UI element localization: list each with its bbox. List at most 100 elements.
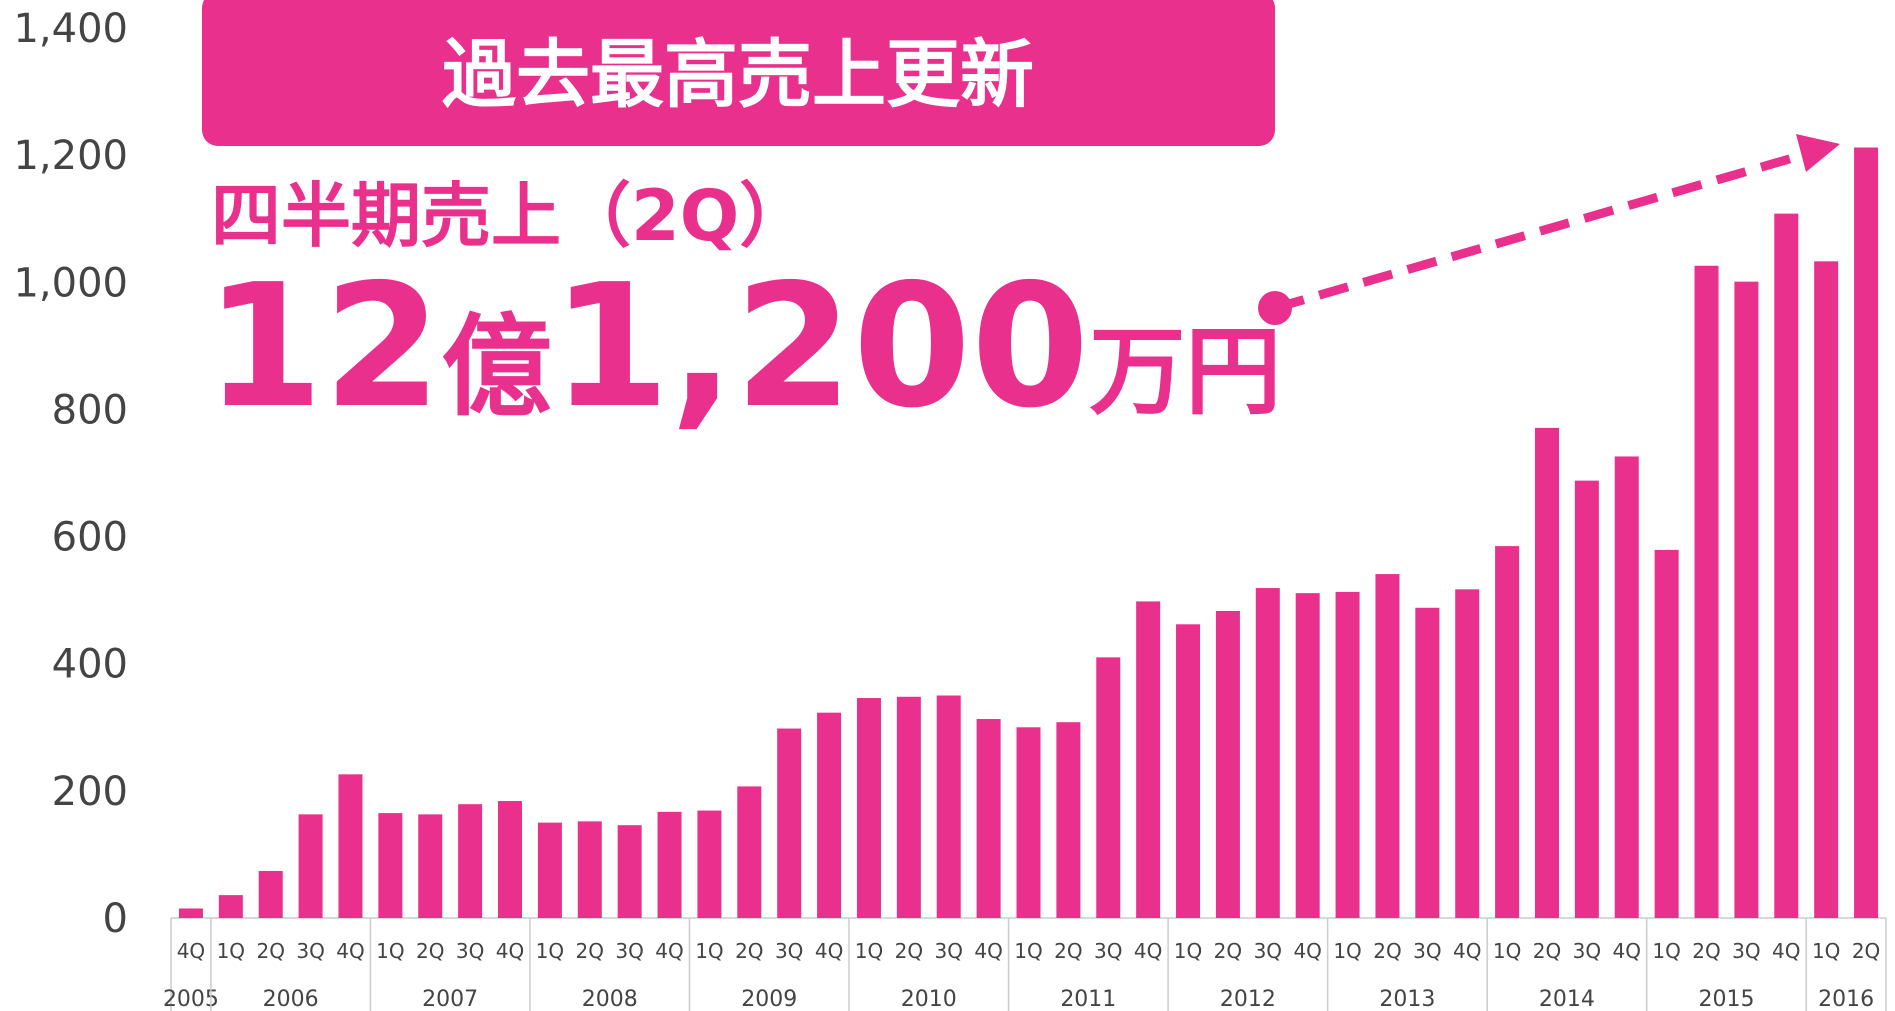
bar <box>498 801 523 918</box>
bar <box>1335 591 1360 918</box>
headline-part: 万円 <box>1089 316 1281 428</box>
bar <box>577 821 602 918</box>
x-tick-label: 1Q <box>217 939 245 963</box>
x-tick-label: 3Q <box>296 939 324 963</box>
bar <box>1574 480 1599 918</box>
bar <box>1654 549 1679 918</box>
x-tick-label: 4Q <box>496 939 524 963</box>
year-label: 2015 <box>1698 987 1754 1011</box>
x-tick-label: 3Q <box>775 939 803 963</box>
headline-part: 12 <box>205 248 442 446</box>
bar <box>1255 588 1280 918</box>
banner-box <box>202 0 1275 146</box>
year-label: 2008 <box>582 987 638 1011</box>
x-tick-label: 1Q <box>1174 939 1202 963</box>
bar <box>657 811 682 918</box>
headline-part: 1,200 <box>552 248 1090 446</box>
headline: 12億1,200万円 <box>205 248 1281 446</box>
x-tick-label: 2Q <box>576 939 604 963</box>
year-label: 2010 <box>901 987 957 1011</box>
y-tick-label: 1,200 <box>13 133 128 179</box>
bar <box>817 712 842 918</box>
bar <box>418 814 443 918</box>
x-tick-label: 4Q <box>1134 939 1162 963</box>
x-tick-label: 4Q <box>1772 939 1800 963</box>
bar <box>697 810 722 918</box>
x-tick-label: 4Q <box>336 939 364 963</box>
x-tick-label: 1Q <box>536 939 564 963</box>
bar <box>1056 722 1081 918</box>
bar <box>338 774 363 918</box>
y-tick-label: 600 <box>52 515 128 561</box>
y-tick-label: 0 <box>103 896 128 942</box>
bar <box>1774 213 1799 919</box>
x-tick-label: 1Q <box>1812 939 1840 963</box>
x-tick-label: 3Q <box>615 939 643 963</box>
year-label: 2005 <box>163 987 219 1011</box>
bar <box>537 822 562 918</box>
x-tick-label: 2Q <box>1692 939 1720 963</box>
bar <box>617 825 642 918</box>
bar <box>1295 593 1320 918</box>
x-tick-label: 3Q <box>1413 939 1441 963</box>
x-tick-label: 2Q <box>1214 939 1242 963</box>
x-tick-label: 4Q <box>974 939 1002 963</box>
y-tick-label: 800 <box>52 387 128 433</box>
arrow-line <box>1273 148 1812 313</box>
bar <box>1694 265 1719 918</box>
bar <box>1016 727 1041 918</box>
x-tick-label: 1Q <box>1014 939 1042 963</box>
x-tick-label: 1Q <box>376 939 404 963</box>
banner: 過去最高売上更新 <box>442 32 1034 118</box>
bar <box>458 804 483 918</box>
x-tick-label: 4Q <box>177 939 205 963</box>
bar <box>1375 574 1400 918</box>
bar <box>298 814 323 918</box>
year-label: 2016 <box>1818 987 1874 1011</box>
x-tick-label: 2Q <box>735 939 763 963</box>
y-tick-label: 1,400 <box>13 6 128 52</box>
x-tick-label: 1Q <box>1493 939 1521 963</box>
y-tick-label: 1,000 <box>13 260 128 306</box>
bar <box>378 813 403 918</box>
bar <box>1495 546 1520 918</box>
bar <box>936 695 961 918</box>
x-tick-label: 4Q <box>1453 939 1481 963</box>
bar <box>218 895 243 918</box>
x-tick-label: 3Q <box>1732 939 1760 963</box>
x-tick-label: 1Q <box>855 939 883 963</box>
bar <box>737 786 762 918</box>
x-tick-label: 4Q <box>815 939 843 963</box>
x-tick-label: 2Q <box>1533 939 1561 963</box>
x-tick-label: 4Q <box>1613 939 1641 963</box>
bar <box>1415 607 1440 918</box>
bar <box>258 870 283 918</box>
subtitle: 四半期売上（2Q） <box>211 175 809 257</box>
bar <box>1534 427 1559 918</box>
bar <box>1176 624 1201 918</box>
year-label: 2006 <box>263 987 319 1011</box>
year-label: 2009 <box>741 987 797 1011</box>
bar <box>896 696 921 918</box>
bar <box>1215 610 1240 918</box>
x-tick-label: 1Q <box>695 939 723 963</box>
x-tick-label: 4Q <box>1293 939 1321 963</box>
x-tick-label: 2Q <box>1373 939 1401 963</box>
arrow-head <box>1796 134 1840 172</box>
year-label: 2014 <box>1539 987 1595 1011</box>
x-tick-label: 3Q <box>1254 939 1282 963</box>
bar <box>1814 261 1839 918</box>
x-tick-label: 2Q <box>1054 939 1082 963</box>
year-label: 2011 <box>1060 987 1116 1011</box>
x-tick-label: 3Q <box>934 939 962 963</box>
x-tick-label: 2Q <box>1852 939 1880 963</box>
bar <box>777 728 802 918</box>
x-tick-label: 2Q <box>256 939 284 963</box>
year-label: 2007 <box>422 987 478 1011</box>
x-tick-label: 4Q <box>655 939 683 963</box>
y-tick-label: 400 <box>52 642 128 688</box>
year-label: 2012 <box>1220 987 1276 1011</box>
x-tick-label: 3Q <box>1094 939 1122 963</box>
bar <box>1455 589 1480 918</box>
